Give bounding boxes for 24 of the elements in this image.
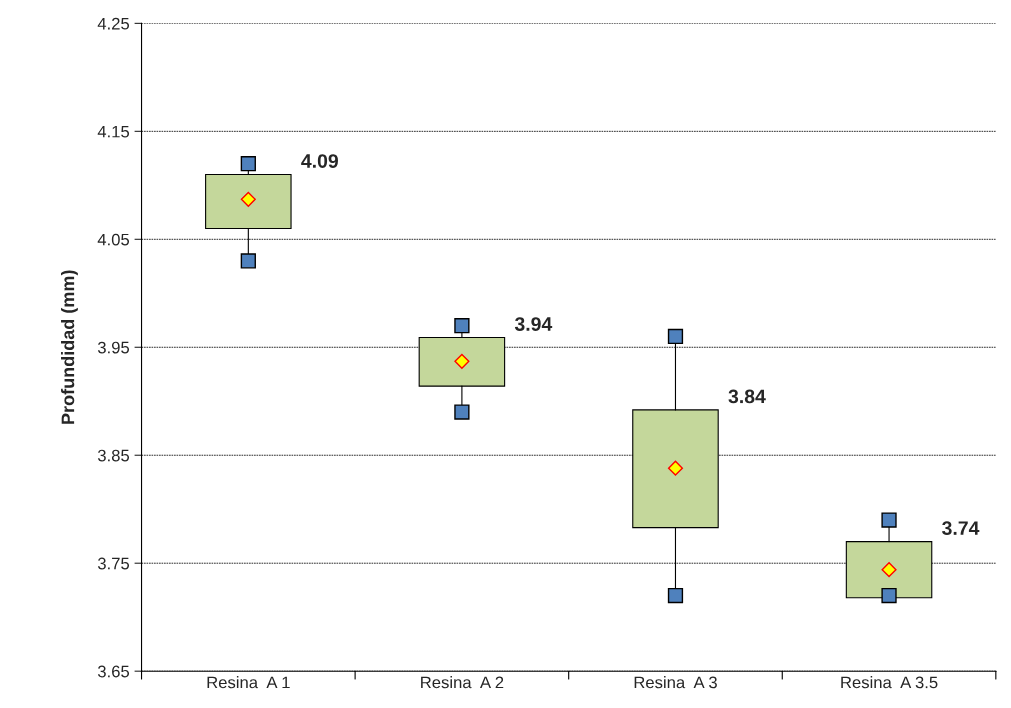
point [240,156,256,172]
y-tick-label: 4.15 [97,125,130,138]
annotation: 3.84 [728,389,766,404]
point [454,404,470,420]
point [881,512,897,528]
x-tick-label: Resina A 1 [207,676,290,689]
point [240,253,256,269]
x-tick-label: Resina A 3 [634,676,717,689]
point [667,328,684,345]
y-tick-label: 3.65 [97,665,130,678]
annotation: 3.74 [942,521,980,536]
y-tick-label: 4.25 [97,17,130,30]
y-tick-label: 4.05 [97,233,130,246]
x-tick-label: Resina A 2 [421,676,504,689]
point [454,318,470,334]
y-tick-label: 3.85 [97,449,130,462]
y-tick-label: 3.75 [97,557,130,570]
y-axis-title: Profundidad (mm) [61,270,78,424]
annotation: 4.09 [301,154,338,168]
point [667,587,684,604]
y-tick-label: 3.95 [97,341,130,354]
point [881,587,897,604]
x-tick-label: Resina A 3.5 [841,676,938,689]
annotation: 3.94 [514,317,553,331]
